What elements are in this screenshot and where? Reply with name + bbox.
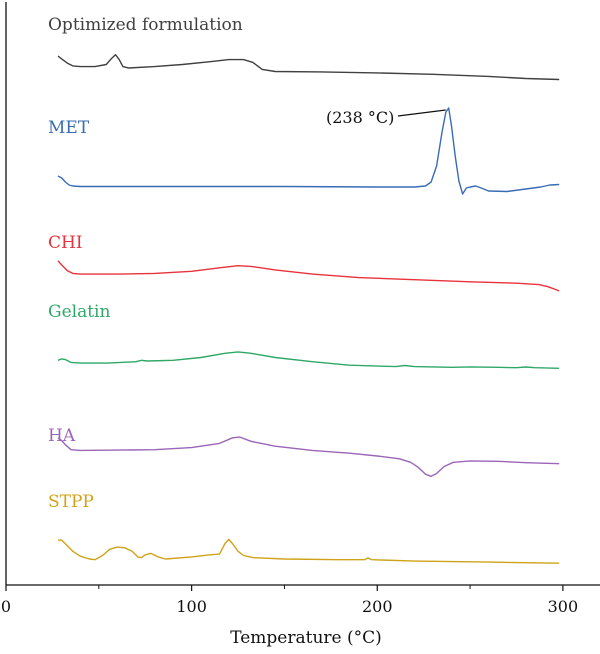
x-tick-label-0: 0 xyxy=(1,597,11,616)
x-tick-label-100: 100 xyxy=(176,597,207,616)
plot-area xyxy=(57,54,560,564)
series-label-met: MET xyxy=(48,118,90,138)
series-label-chi: CHI xyxy=(48,233,83,253)
series-labels: Optimized formulation MET CHI Gelatin HA STPP xyxy=(48,15,243,512)
series-label-stpp: STPP xyxy=(48,492,94,512)
x-axis-title: Temperature (°C) xyxy=(230,628,382,648)
series-line-chi xyxy=(57,260,560,292)
series-label-optimized-formulation: Optimized formulation xyxy=(48,15,243,35)
peak-annotation: (238 °C) xyxy=(326,108,446,127)
series-line-ha xyxy=(57,436,560,477)
series-line-gelatin xyxy=(57,351,560,369)
x-ticks: 0 100 200 300 xyxy=(1,585,578,616)
series-line-optimized-formulation xyxy=(57,54,560,81)
series-line-stpp xyxy=(58,538,560,564)
annotation-leader-line xyxy=(397,109,446,117)
annotation-label: (238 °C) xyxy=(326,108,394,127)
series-label-ha: HA xyxy=(48,426,76,446)
series-line-met xyxy=(57,107,560,195)
x-tick-label-200: 200 xyxy=(362,597,393,616)
series-label-gelatin: Gelatin xyxy=(48,302,110,322)
x-tick-label-300: 300 xyxy=(548,597,579,616)
